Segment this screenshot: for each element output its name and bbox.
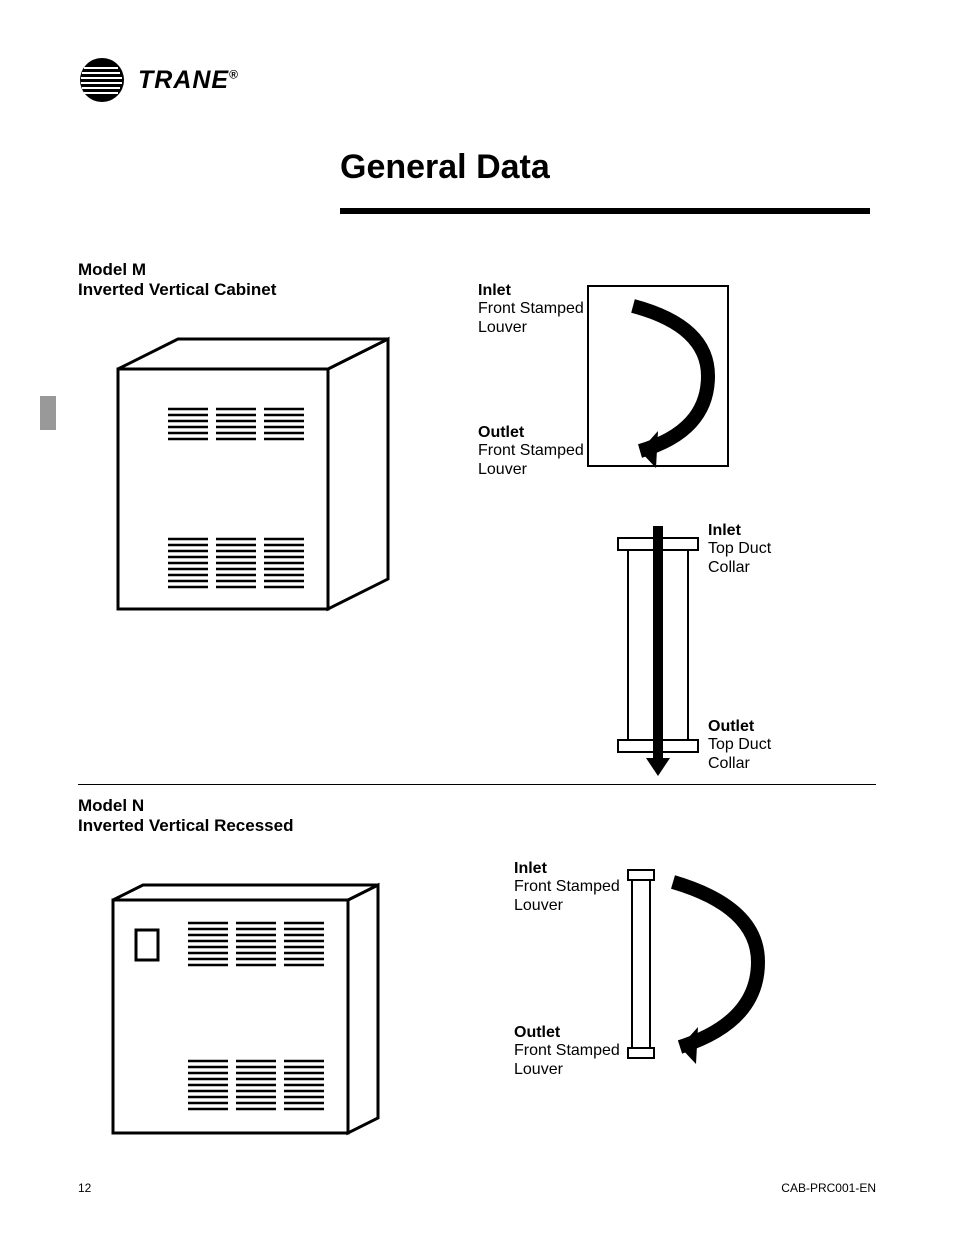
label-line: Front Stamped bbox=[478, 442, 584, 460]
label-line: Top Duct bbox=[708, 736, 771, 754]
label-heading: Outlet bbox=[514, 1024, 620, 1042]
trane-ball-icon bbox=[78, 56, 126, 104]
inlet-label: Inlet Front Stamped Louver bbox=[478, 282, 584, 337]
curved-arrow-icon bbox=[578, 276, 738, 476]
section-divider bbox=[78, 784, 876, 785]
label-line: Louver bbox=[478, 319, 584, 337]
cabinet-icon bbox=[98, 329, 398, 619]
curved-arrow-icon bbox=[618, 852, 778, 1072]
section-model-m: Model M Inverted Vertical Cabinet bbox=[78, 260, 876, 619]
label-line: Top Duct bbox=[708, 540, 771, 558]
label-line: Louver bbox=[514, 1061, 620, 1079]
outlet-label: Outlet Top Duct Collar bbox=[708, 718, 771, 773]
outlet-label: Outlet Front Stamped Louver bbox=[478, 424, 584, 479]
title-rule bbox=[340, 208, 870, 214]
page: TRANE® General Data Model M Inverted Ver… bbox=[0, 0, 954, 1235]
outlet-label: Outlet Front Stamped Louver bbox=[514, 1024, 620, 1079]
inlet-label: Inlet Front Stamped Louver bbox=[514, 860, 620, 915]
side-tab bbox=[40, 396, 56, 430]
recessed-icon bbox=[98, 865, 398, 1155]
heading-line: Inverted Vertical Cabinet bbox=[78, 280, 876, 300]
document-id: CAB-PRC001-EN bbox=[781, 1181, 876, 1195]
heading-line: Model M bbox=[78, 260, 876, 280]
label-heading: Inlet bbox=[514, 860, 620, 878]
cabinet-illustration bbox=[98, 329, 398, 619]
label-line: Louver bbox=[478, 461, 584, 479]
inlet-label: Inlet Top Duct Collar bbox=[708, 522, 771, 577]
label-line: Front Stamped bbox=[478, 300, 584, 318]
label-line: Louver bbox=[514, 897, 620, 915]
label-line: Front Stamped bbox=[514, 878, 620, 896]
label-heading: Inlet bbox=[708, 522, 771, 540]
page-title: General Data bbox=[340, 148, 550, 187]
brand-name: TRANE® bbox=[138, 66, 239, 95]
section-n-heading: Model N Inverted Vertical Recessed bbox=[78, 796, 876, 837]
label-line: Front Stamped bbox=[514, 1042, 620, 1060]
straight-arrow-duct-icon bbox=[608, 520, 708, 780]
heading-line: Inverted Vertical Recessed bbox=[78, 816, 876, 836]
section-m-heading: Model M Inverted Vertical Cabinet bbox=[78, 260, 876, 301]
label-line: Collar bbox=[708, 755, 771, 773]
label-heading: Outlet bbox=[708, 718, 771, 736]
section-model-n: Model N Inverted Vertical Recessed bbox=[78, 796, 876, 1155]
page-number: 12 bbox=[78, 1181, 91, 1195]
label-line: Collar bbox=[708, 559, 771, 577]
brand-logo: TRANE® bbox=[78, 56, 239, 104]
label-heading: Inlet bbox=[478, 282, 584, 300]
label-heading: Outlet bbox=[478, 424, 584, 442]
heading-line: Model N bbox=[78, 796, 876, 816]
